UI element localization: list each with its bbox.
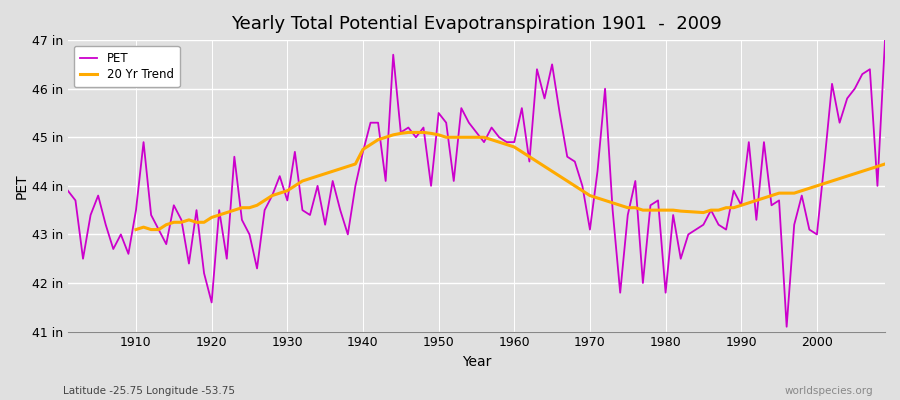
PET bbox=[879, 38, 890, 42]
Line: 20 Yr Trend: 20 Yr Trend bbox=[136, 132, 885, 230]
PET bbox=[62, 188, 73, 193]
20 Yr Trend bbox=[879, 162, 890, 166]
20 Yr Trend bbox=[850, 171, 860, 176]
20 Yr Trend bbox=[524, 154, 535, 159]
Y-axis label: PET: PET bbox=[15, 173, 29, 199]
20 Yr Trend bbox=[584, 193, 595, 198]
PET bbox=[123, 252, 134, 256]
PET bbox=[290, 150, 301, 154]
PET bbox=[508, 140, 519, 144]
PET bbox=[501, 140, 512, 144]
20 Yr Trend bbox=[403, 130, 414, 135]
Title: Yearly Total Potential Evapotranspiration 1901  -  2009: Yearly Total Potential Evapotranspiratio… bbox=[231, 15, 722, 33]
20 Yr Trend bbox=[274, 191, 285, 196]
20 Yr Trend bbox=[826, 178, 837, 183]
Line: PET: PET bbox=[68, 40, 885, 327]
PET bbox=[599, 86, 610, 91]
X-axis label: Year: Year bbox=[462, 355, 491, 369]
Legend: PET, 20 Yr Trend: PET, 20 Yr Trend bbox=[74, 46, 180, 87]
Text: Latitude -25.75 Longitude -53.75: Latitude -25.75 Longitude -53.75 bbox=[63, 386, 235, 396]
PET bbox=[335, 208, 346, 212]
PET bbox=[781, 324, 792, 329]
20 Yr Trend bbox=[130, 227, 141, 232]
Text: worldspecies.org: worldspecies.org bbox=[785, 386, 873, 396]
20 Yr Trend bbox=[304, 176, 315, 181]
